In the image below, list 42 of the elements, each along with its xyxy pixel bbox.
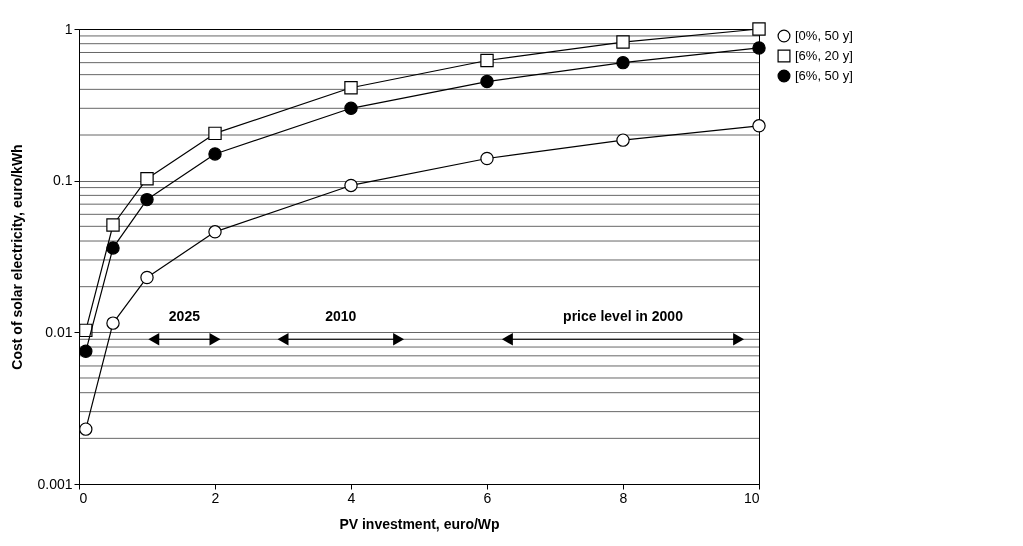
point — [106, 316, 120, 330]
x-tick-label: 10 — [743, 489, 760, 506]
point — [106, 241, 120, 255]
legend-label: [0%, 50 y] — [795, 28, 853, 43]
point — [616, 133, 630, 147]
annotation: price level in 2000 — [563, 308, 684, 325]
point — [140, 192, 154, 207]
point — [79, 422, 93, 436]
point — [480, 53, 494, 68]
x-tick-label: 2 — [211, 489, 220, 506]
y-tick-label: 0.1 — [53, 172, 73, 189]
annotation: 2010 — [325, 308, 357, 325]
y-axis-title: Cost of solar electricity, euro/kWh — [9, 144, 26, 370]
point — [140, 172, 154, 186]
point — [208, 225, 222, 239]
legend-label: [6%, 20 y] — [795, 48, 853, 63]
point — [344, 101, 358, 116]
x-tick-label: 0 — [79, 489, 88, 506]
legend-label: [6%, 50 y] — [795, 68, 853, 83]
point — [344, 81, 358, 95]
x-tick-label: 6 — [483, 489, 492, 506]
point — [616, 35, 630, 49]
x-tick-label: 8 — [619, 489, 628, 506]
point — [79, 344, 93, 358]
point — [208, 147, 222, 161]
y-tick-label: 0.001 — [37, 475, 73, 492]
point — [752, 41, 766, 55]
point — [480, 74, 494, 89]
point — [480, 151, 494, 166]
y-tick-label: 0.01 — [45, 323, 73, 340]
point — [208, 126, 222, 141]
x-tick-label: 4 — [347, 489, 356, 506]
point — [752, 119, 766, 133]
point — [344, 178, 358, 193]
annotation: 2025 — [168, 308, 201, 325]
point — [752, 22, 766, 36]
point — [616, 55, 630, 70]
y-tick-label: 1 — [64, 20, 73, 37]
point — [79, 323, 93, 338]
point — [106, 218, 120, 232]
x-axis-title: PV investment, euro/Wp — [339, 515, 500, 532]
point — [140, 270, 154, 285]
